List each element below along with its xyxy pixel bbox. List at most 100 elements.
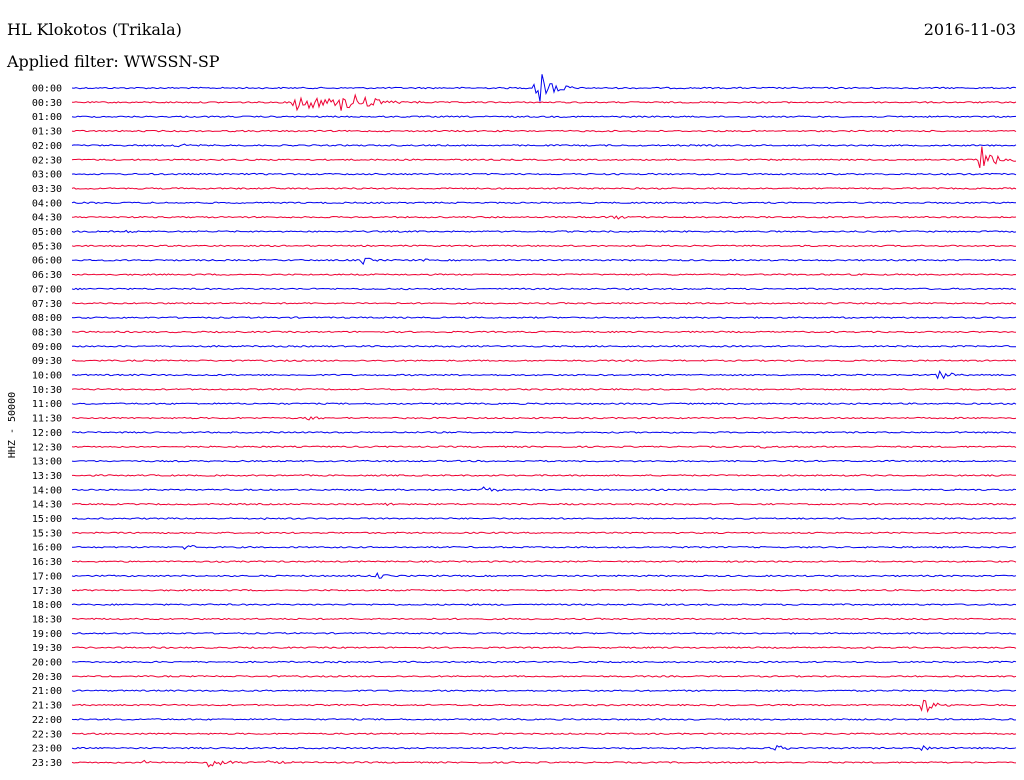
time-label-0100: 01:00 [32,112,62,123]
time-label-0900: 09:00 [32,342,62,353]
time-label-1330: 13:30 [32,471,62,482]
trace-1830 [71,617,1017,621]
trace-1100 [71,402,1017,405]
trace-1130 [71,416,1017,421]
time-label-1730: 17:30 [32,586,62,597]
trace-0830 [71,330,1017,334]
trace-0730 [71,302,1017,305]
trace-1700 [71,572,1017,579]
trace-0000 [71,74,1017,102]
time-label-2000: 20:00 [32,658,62,669]
time-label-0530: 05:30 [32,241,62,252]
time-label-1800: 18:00 [32,600,62,611]
trace-1630 [71,560,1017,563]
trace-0900 [71,345,1017,348]
trace-0630 [72,273,1017,276]
time-label-2100: 21:00 [32,686,62,697]
date-label: 2016-11-03 [923,20,1016,39]
time-label-0830: 08:30 [32,327,62,338]
time-label-2030: 20:30 [32,672,62,683]
trace-0700 [71,287,1016,291]
trace-0800 [71,316,1017,319]
trace-2130 [71,699,1017,714]
time-label-1000: 10:00 [32,371,62,382]
trace-2200 [71,718,1017,721]
trace-0200 [71,143,1017,148]
trace-0300 [71,172,1017,176]
station-title: HL Klokotos (Trikala) [7,20,182,39]
time-label-0400: 04:00 [32,198,62,209]
trace-2100 [71,689,1017,692]
trace-1000 [71,370,1017,380]
time-label-0730: 07:30 [32,299,62,310]
trace-0030 [71,93,1017,112]
time-label-1900: 19:00 [32,629,62,640]
time-label-1930: 19:30 [32,643,62,654]
trace-1430 [71,502,1017,507]
time-label-1530: 15:30 [32,528,62,539]
time-label-1600: 16:00 [32,543,62,554]
time-label-2330: 23:30 [32,758,62,769]
time-label-0630: 06:30 [32,270,62,281]
trace-1330 [72,474,1016,477]
time-label-1400: 14:00 [32,485,62,496]
trace-1030 [71,388,1017,391]
time-label-0200: 02:00 [32,141,62,152]
time-label-1230: 12:30 [32,442,62,453]
time-label-0500: 05:00 [32,227,62,238]
trace-0330 [71,187,1017,190]
helicorder-rows: 00:00 00:30 01:00 01:30 02:00 02:30 03:00 03:30… [32,74,1017,769]
trace-0430 [71,215,1017,220]
time-label-0030: 00:30 [32,98,62,109]
trace-1730 [71,589,1017,592]
time-label-0230: 02:30 [32,155,62,166]
trace-0600 [72,257,1017,266]
trace-2330 [71,759,1017,768]
trace-0400 [71,201,1017,205]
trace-0130 [71,129,1017,133]
trace-1800 [71,603,1017,606]
trace-1400 [71,486,1017,492]
trace-1900 [71,631,1017,635]
trace-1300 [71,459,1017,463]
time-label-0000: 00:00 [32,84,62,95]
time-label-0300: 03:00 [32,170,62,181]
time-label-1630: 16:30 [32,557,62,568]
time-label-0930: 09:30 [32,356,62,367]
time-label-0330: 03:30 [32,184,62,195]
trace-2030 [71,675,1017,678]
trace-2230 [71,732,1017,735]
time-label-1830: 18:30 [32,614,62,625]
trace-1500 [71,517,1017,521]
trace-2300 [71,744,1017,752]
trace-1200 [71,431,1017,434]
filter-label: Applied filter: WWSSN-SP [7,52,220,71]
trace-0230 [71,146,1017,169]
trace-1530 [71,531,1016,535]
trace-1930 [71,646,1017,649]
time-label-1500: 15:00 [32,514,62,525]
time-label-0700: 07:00 [32,284,62,295]
time-label-1130: 11:30 [32,414,62,425]
time-label-1030: 10:30 [32,385,62,396]
time-label-2300: 23:00 [32,744,62,755]
time-label-1700: 17:00 [32,571,62,582]
time-label-0130: 01:30 [32,127,62,138]
trace-1230 [71,445,1017,449]
time-label-0430: 04:30 [32,213,62,224]
time-label-1300: 13:00 [32,457,62,468]
time-label-2130: 21:30 [32,701,62,712]
time-label-2230: 22:30 [32,729,62,740]
time-label-1100: 11:00 [32,399,62,410]
trace-2000 [71,660,1017,664]
time-label-2200: 22:00 [32,715,62,726]
trace-0530 [71,244,1016,248]
time-label-1200: 12:00 [32,428,62,439]
trace-0100 [71,115,1017,118]
trace-0930 [71,359,1017,362]
trace-1600 [71,544,1017,550]
time-label-0600: 06:00 [32,256,62,267]
y-axis-label: HHZ - 50000 [7,392,18,458]
time-label-1430: 14:30 [32,500,62,511]
